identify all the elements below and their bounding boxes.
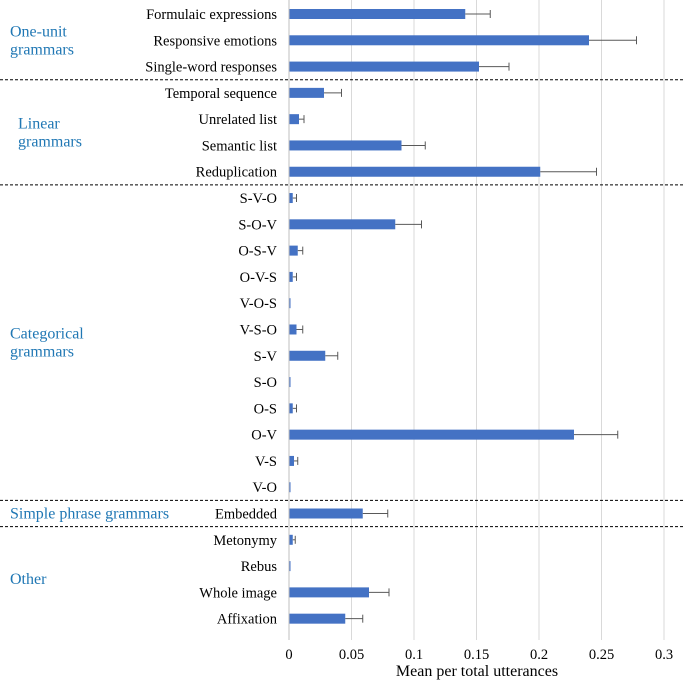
bar [289,561,291,572]
bars [289,9,637,624]
category-label: Single-word responses [145,60,277,76]
category-label: Responsive emotions [153,33,277,49]
bar [289,587,369,598]
category-label: Formulaic expressions [146,7,277,23]
x-tick-label: 0.2 [530,647,548,663]
x-tick-label: 0.15 [464,647,489,663]
bar [289,377,291,388]
category-label: V-S [255,454,277,470]
category-label: O-V-S [240,270,277,286]
bar [289,193,293,204]
x-tick-label: 0.3 [655,647,673,663]
category-label: Rebus [241,559,278,575]
category-label: V-O-S [240,296,277,312]
gridlines [351,0,665,640]
bar [289,87,324,98]
category-label: O-V [251,428,277,444]
bar [289,35,589,46]
bar [289,482,291,493]
bar [289,613,346,624]
bar [289,298,291,309]
category-label: Embedded [215,507,278,523]
category-label: Metonymy [213,533,277,549]
bar [289,61,479,72]
category-label: O-S-V [238,244,277,260]
category-label: S-V [254,349,278,365]
category-label: Whole image [199,585,277,601]
group-labels: One-unit grammars Linear grammars Categorica… [10,23,169,588]
group-label: Simple phrase grammars [10,506,169,523]
bar [289,219,396,230]
group-label: Linear grammars [18,115,82,150]
category-label: V-S-O [240,322,277,338]
bar [289,403,293,414]
category-label: Affixation [217,612,278,628]
bar [289,245,298,256]
category-label: Reduplication [196,165,278,181]
bar [289,9,466,19]
group-label: One-unit grammars [10,23,74,58]
bar [289,429,574,440]
category-label: Semantic list [202,138,277,154]
category-label: S-O [254,375,277,391]
bar [289,508,363,519]
bar [289,140,402,151]
category-labels: Formulaic expressions Responsive emotions… [145,7,277,628]
bar [289,455,294,466]
category-label: V-O [253,480,277,496]
x-tick-label: 0 [285,647,292,663]
x-tick-label: 0.25 [589,647,614,663]
group-separators [0,79,685,528]
category-label: Temporal sequence [165,86,277,102]
group-label: Other [10,571,47,588]
x-axis: 0 0.05 0.1 0.15 0.2 0.25 0.3 [285,0,673,663]
bar [289,271,293,282]
bar [289,350,326,361]
category-label: O-S [254,401,277,417]
bar [289,534,293,545]
group-label: Categorical grammars [10,326,84,361]
bar [289,324,297,335]
category-label: S-O-V [238,217,277,233]
category-label: Unrelated list [198,112,277,128]
bar [289,166,541,177]
x-axis-title: Mean per total utterances [396,663,558,680]
category-label: S-V-O [240,191,277,207]
bar [289,114,299,125]
x-tick-label: 0.1 [405,647,423,663]
x-tick-label: 0.05 [339,647,364,663]
